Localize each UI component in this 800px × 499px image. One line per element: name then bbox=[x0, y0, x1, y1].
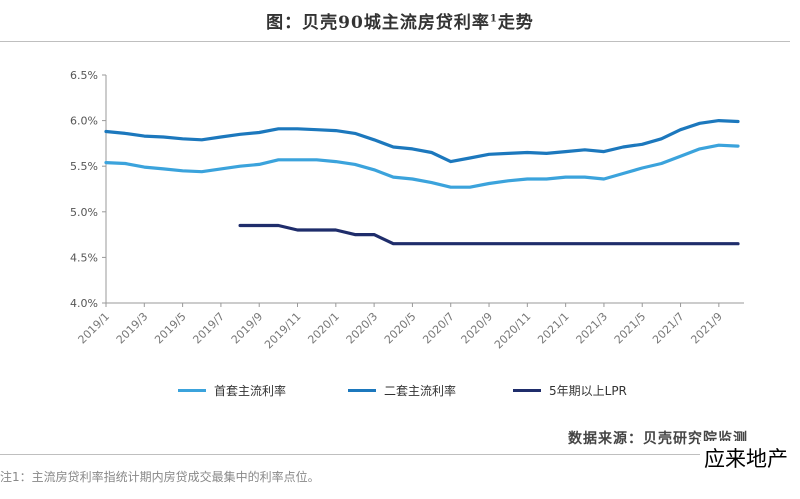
legend-item: 5年期以上LPR bbox=[513, 382, 627, 399]
legend-item: 二套主流利率 bbox=[348, 382, 456, 399]
watermark-logo: 应来地产 bbox=[700, 441, 792, 475]
x-tick-label: 2019/9 bbox=[229, 310, 266, 347]
y-tick-label: 4.5% bbox=[70, 251, 98, 264]
line-chart: 4.0%4.5%5.0%5.5%6.0%6.5%2019/1 2019/3 2019… bbox=[70, 69, 744, 352]
series-line-1 bbox=[104, 143, 740, 189]
x-tick-label: 2019/11 bbox=[262, 310, 304, 352]
legend-label: 5年期以上LPR bbox=[549, 384, 627, 398]
x-tick-label: 2020/1 bbox=[305, 310, 342, 347]
y-tick-label: 6.5% bbox=[70, 69, 98, 82]
chart-legend: 首套主流利率 二套主流利率 5年期以上LPR bbox=[0, 382, 800, 406]
legend-swatch bbox=[348, 389, 376, 392]
chart-title: 图：贝壳90城主流房贷利率1走势 bbox=[0, 8, 800, 33]
x-tick-label: 2021/7 bbox=[650, 310, 687, 347]
x-tick-label: 2020/3 bbox=[344, 310, 381, 347]
x-tick-label: 2021/1 bbox=[535, 310, 572, 347]
x-tick-label: 2019/7 bbox=[190, 310, 227, 347]
legend-swatch bbox=[178, 389, 206, 392]
chart-title-main: 图：贝壳90城主流房贷利率 bbox=[266, 13, 490, 33]
legend-swatch bbox=[513, 389, 541, 392]
chart-title-superscript: 1 bbox=[489, 13, 498, 25]
x-tick-label: 2020/9 bbox=[459, 310, 496, 347]
x-tick-label: 2021/5 bbox=[612, 310, 649, 347]
y-tick-label: 6.0% bbox=[70, 115, 98, 128]
series-line-2 bbox=[104, 119, 740, 164]
y-tick-label: 5.5% bbox=[70, 160, 98, 173]
series-line-3 bbox=[238, 223, 740, 246]
legend-label: 首套主流利率 bbox=[214, 384, 287, 398]
legend-label: 二套主流利率 bbox=[384, 384, 457, 398]
source-divider bbox=[0, 454, 790, 455]
x-tick-label: 2020/7 bbox=[420, 310, 457, 347]
chart-title-tail: 走势 bbox=[497, 13, 534, 33]
y-tick-label: 4.0% bbox=[70, 297, 98, 310]
footnote: 注1：主流房贷利率指统计期内房贷成交最集中的利率点位。 bbox=[0, 470, 320, 484]
x-tick-label: 2020/11 bbox=[492, 310, 534, 352]
x-tick-label: 2019/3 bbox=[114, 310, 151, 347]
y-tick-label: 5.0% bbox=[70, 206, 98, 219]
x-tick-label: 2020/5 bbox=[382, 310, 419, 347]
x-tick-label: 2019/5 bbox=[152, 310, 189, 347]
x-tick-label: 2021/9 bbox=[688, 310, 725, 347]
title-divider bbox=[0, 41, 790, 42]
legend-item: 首套主流利率 bbox=[178, 382, 286, 399]
x-tick-label: 2019/1 bbox=[76, 310, 113, 347]
x-tick-label: 2021/3 bbox=[574, 310, 611, 347]
